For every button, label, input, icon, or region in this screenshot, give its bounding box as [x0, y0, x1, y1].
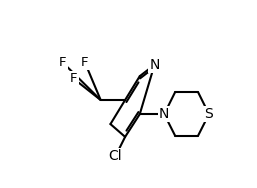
Text: N: N — [159, 107, 169, 121]
Text: Cl: Cl — [108, 149, 122, 163]
Text: F: F — [59, 56, 67, 69]
Text: F: F — [81, 56, 89, 69]
Text: F: F — [70, 72, 78, 86]
Text: S: S — [205, 107, 213, 121]
Text: N: N — [149, 58, 160, 72]
